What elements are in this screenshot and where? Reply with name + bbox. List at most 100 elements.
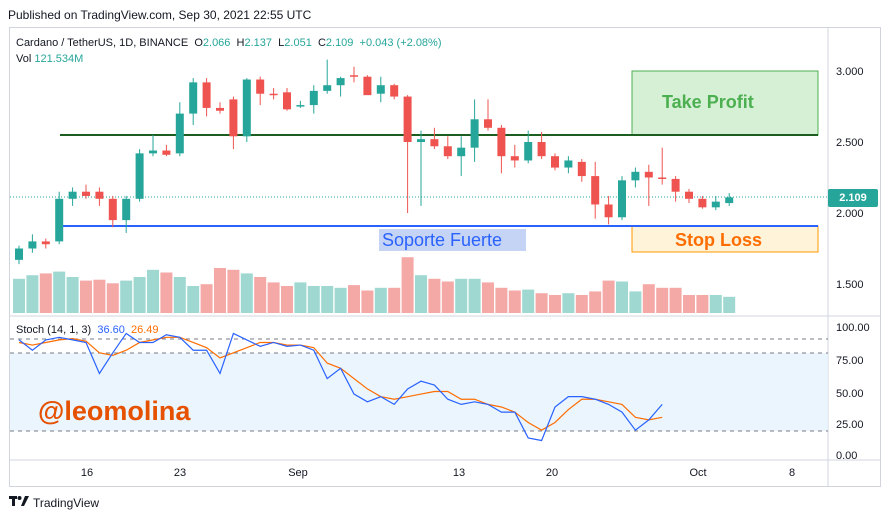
candle [135,149,144,202]
volume-bar [307,286,320,313]
low-label: L [278,37,285,49]
candle-body [15,248,23,260]
volume-bar [602,280,615,313]
candle-body [55,198,64,242]
footer[interactable]: TradingView [9,495,99,510]
stoch-legend[interactable]: Stoch (14, 1, 3) 36.60 26.49 [16,323,159,337]
candle [577,159,586,182]
publish-info: Published on TradingView.com, Sep 30, 20… [8,8,312,22]
candle-body [484,119,492,128]
volume-bar [267,282,280,313]
candle-body [470,119,479,148]
stoch-d-value: 26.49 [131,324,159,336]
candle-body [296,105,305,107]
candle [95,187,104,206]
stoch-k-line [18,332,663,442]
volume-bar [535,293,548,313]
candle-body [417,139,425,142]
candle-body [216,107,224,111]
volume-bar [321,286,334,313]
candle-body [524,142,533,161]
candle-body [283,92,291,110]
stoch-k-value: 36.60 [97,324,125,336]
candle [457,136,466,177]
candle [524,130,533,164]
volume-bar [160,272,173,313]
candle-body [376,85,385,94]
change-value: +0.043 (+2.08%) [359,37,442,49]
candle-body [175,113,184,154]
price-tick-label: 3.000 [836,66,864,78]
candle [631,167,640,188]
price-tick-label: 1.500 [836,279,864,291]
volume-bar [334,287,347,313]
candle-body [644,171,653,178]
x-tick-label: Sep [288,467,308,479]
support-label-bg [379,229,526,251]
candle-body [229,99,238,137]
candle [269,88,278,100]
stoch-label: Stoch (14, 1, 3) [16,324,92,336]
candle [28,234,37,253]
volume-bar [348,285,360,313]
volume-bar [93,279,106,313]
candle-body [41,241,50,245]
high-value: 2.137 [244,37,273,49]
candle-body [189,82,198,114]
candle-body [430,139,439,147]
volume-bar [549,295,561,313]
candle [537,132,546,160]
volume-bar [294,282,307,313]
x-tick-label: 8 [789,467,795,479]
volume-bar [428,278,441,313]
close-value: 2.109 [325,37,354,49]
candle [403,95,412,213]
volume-bar [696,295,709,313]
symbol-name[interactable]: Cardano / TetherUS, 1D, BINANCE [16,37,189,49]
volume-bar [482,282,494,313]
candle [430,127,439,150]
candle-body [363,76,372,96]
candle [283,88,291,111]
volume-bar [415,275,427,313]
candle-body [510,156,519,161]
volume-bar [106,283,119,313]
x-tick-label: 23 [174,467,186,479]
candle-body [551,156,559,168]
candle-body [350,75,358,77]
chart-frame [9,27,881,487]
stoch-tick-label: 100.00 [836,322,870,334]
candle [390,83,399,100]
take-profit-box[interactable] [631,70,819,136]
candle-body [537,142,546,157]
candle-body [604,204,613,218]
candle-body [95,191,104,199]
volume-bar [120,280,133,313]
candle-body [336,78,345,86]
candle-body [135,153,144,199]
stoch-tick-label: 50.00 [836,388,864,400]
candle-body [390,85,399,97]
candle [216,102,224,114]
volume-bar [281,286,293,313]
candle-body [658,177,667,179]
candle-body [457,147,466,157]
candle [417,130,425,206]
stoch-tick-label: 25.00 [836,419,864,431]
candle [122,195,131,233]
candle [309,85,318,114]
volume-bar [616,281,628,313]
candle [175,102,184,157]
candle [41,238,50,249]
x-tick-label: 16 [81,467,93,479]
candle-body [711,201,720,208]
volume-bar [683,295,695,313]
candle [189,78,198,125]
volume-bar [508,290,521,313]
volume-bar [629,291,642,313]
candle [15,245,23,265]
price-tick-label: 2.500 [836,137,864,149]
volume-bar [240,273,253,313]
low-value: 2.051 [284,37,312,49]
